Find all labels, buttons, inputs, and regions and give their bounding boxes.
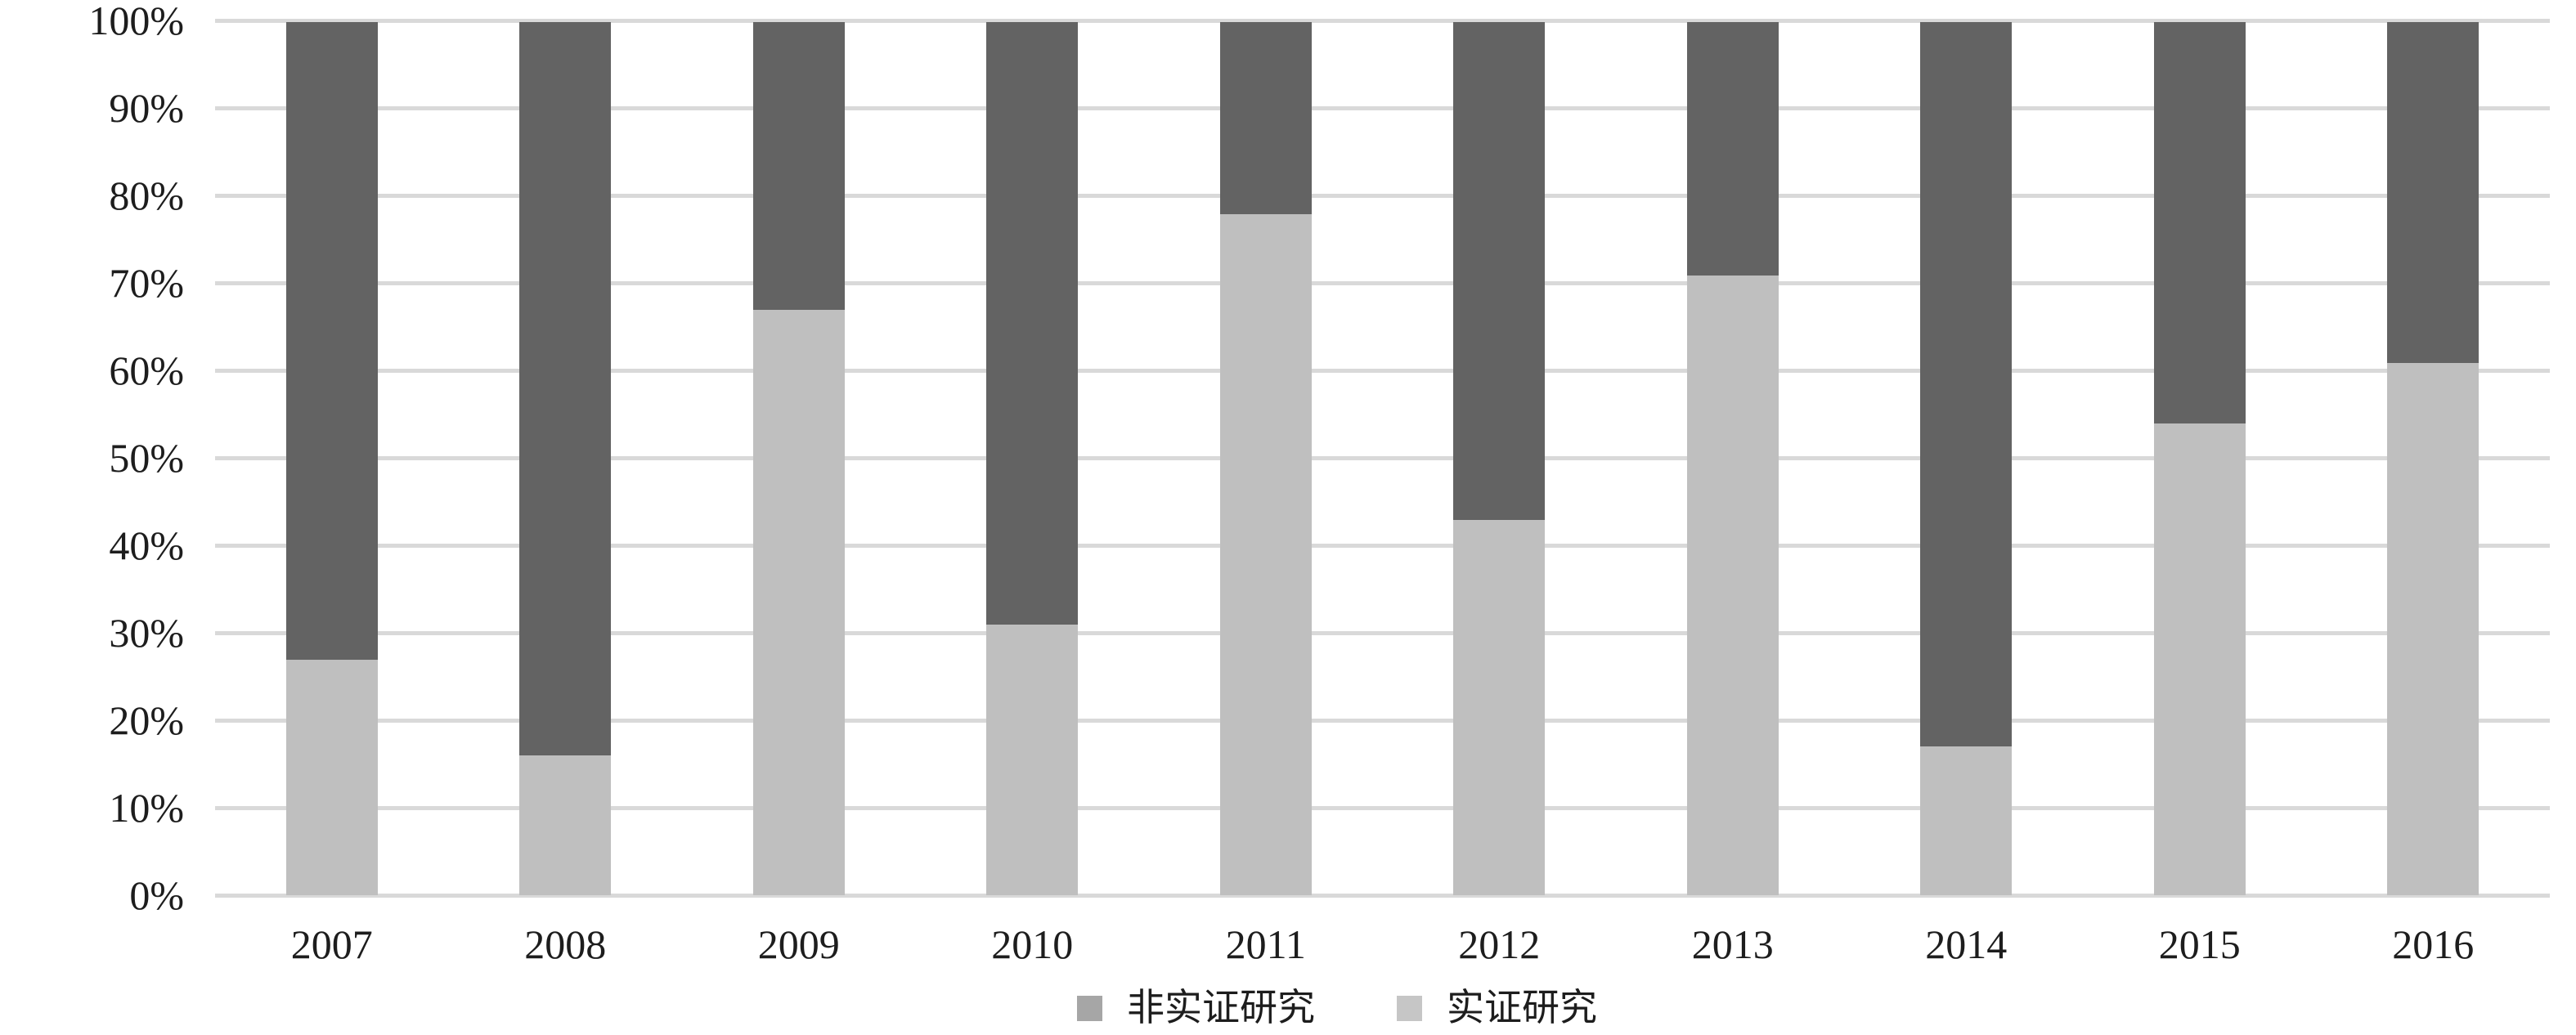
bar-2008-segment-top	[519, 22, 612, 756]
bar-2013-segment-top	[1686, 22, 1779, 276]
x-tick-label-2008: 2008	[524, 921, 607, 967]
bar-2016-segment-bottom	[2387, 362, 2480, 895]
bar-2014-segment-top	[1920, 22, 2013, 747]
legend-item-1: 非实证研究	[1077, 988, 1315, 1028]
legend-marker-icon	[1397, 995, 1422, 1021]
bar-2011-segment-top	[1219, 22, 1312, 214]
bar-2009	[752, 22, 845, 895]
bar-2010	[986, 22, 1079, 895]
gridline-80%	[215, 193, 2550, 198]
bar-2010-segment-top	[986, 22, 1079, 625]
bar-2015	[2153, 22, 2246, 895]
bar-2015-segment-top	[2153, 22, 2246, 424]
legend: 非实证研究 实证研究	[49, 988, 2576, 1028]
gridline-70%	[215, 280, 2550, 285]
bar-2010-segment-bottom	[986, 624, 1079, 895]
gridline-100%	[215, 18, 2550, 23]
bar-2007	[285, 22, 378, 895]
legend-label: 非实证研究	[1127, 987, 1315, 1028]
plot-area	[215, 18, 2550, 898]
gridline-10%	[215, 805, 2550, 810]
bar-2014-segment-bottom	[1920, 746, 2013, 895]
bar-2012	[1453, 22, 1546, 895]
gridline-60%	[215, 368, 2550, 373]
bar-2013-segment-bottom	[1686, 275, 1779, 895]
gridline-40%	[215, 543, 2550, 548]
gridline-30%	[215, 630, 2550, 635]
legend-marker-icon	[1077, 995, 1102, 1021]
x-tick-label-2014: 2014	[1925, 921, 2008, 967]
bar-2016-segment-top	[2387, 22, 2480, 363]
x-tick-label-2010: 2010	[991, 921, 1074, 967]
bar-2007-segment-bottom	[285, 659, 378, 895]
bar-2009-segment-top	[752, 22, 845, 311]
bar-2012-segment-bottom	[1453, 519, 1546, 895]
gridline-20%	[215, 718, 2550, 723]
bar-2008-segment-bottom	[519, 755, 612, 895]
bar-2014	[1920, 22, 2013, 895]
y-tick-label-20%: 20%	[109, 697, 184, 743]
legend-label: 实证研究	[1447, 987, 1597, 1028]
bar-2011	[1219, 22, 1312, 895]
x-tick-label-2016: 2016	[2392, 921, 2475, 967]
y-tick-label-0%: 0%	[129, 872, 184, 918]
x-tick-label-2009: 2009	[757, 921, 840, 967]
gridline-50%	[215, 455, 2550, 460]
y-tick-label-30%: 30%	[109, 610, 184, 656]
y-tick-label-50%: 50%	[109, 435, 184, 481]
bar-2016	[2387, 22, 2480, 895]
bar-2008	[519, 22, 612, 895]
bar-2007-segment-top	[285, 22, 378, 660]
bar-2013	[1686, 22, 1779, 895]
bar-2015-segment-bottom	[2153, 423, 2246, 895]
gridline-90%	[215, 105, 2550, 110]
x-tick-label-2015: 2015	[2158, 921, 2241, 967]
x-tick-label-2013: 2013	[1691, 921, 1774, 967]
y-tick-label-90%: 90%	[109, 85, 184, 131]
gridline-0%	[215, 893, 2550, 898]
bar-2011-segment-bottom	[1219, 213, 1312, 895]
bar-2009-segment-bottom	[752, 310, 845, 895]
bar-2012-segment-top	[1453, 22, 1546, 520]
y-tick-label-100%: 100%	[88, 0, 184, 43]
legend-item-2: 实证研究	[1397, 988, 1597, 1028]
x-tick-label-2011: 2011	[1225, 921, 1306, 967]
y-tick-label-40%: 40%	[109, 522, 184, 568]
x-tick-label-2012: 2012	[1458, 921, 1541, 967]
x-tick-label-2007: 2007	[290, 921, 373, 967]
y-tick-label-10%: 10%	[109, 785, 184, 831]
y-axis: 0% 10% 20% 30% 40% 50% 60% 70% 80% 90% 100%	[0, 0, 184, 916]
y-tick-label-80%: 80%	[109, 172, 184, 218]
y-tick-label-70%: 70%	[109, 260, 184, 306]
y-tick-label-60%: 60%	[109, 347, 184, 393]
x-axis: 2007 2008 2009 2010 2011 2012 2013 2014 2015 2016	[215, 920, 2550, 977]
